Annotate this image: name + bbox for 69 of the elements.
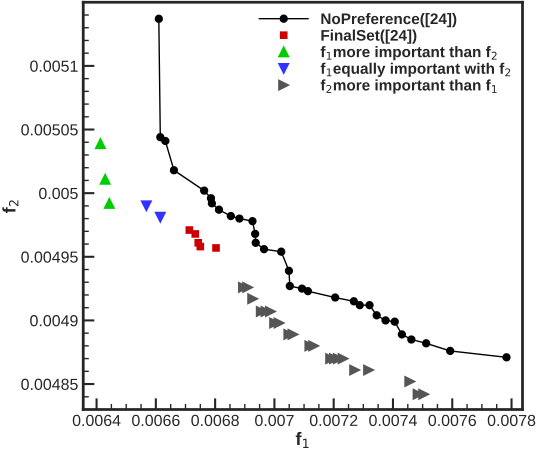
point	[390, 318, 399, 326]
point	[265, 306, 276, 318]
point	[308, 340, 320, 352]
point	[247, 293, 258, 304]
point	[235, 214, 244, 223]
x-tick-label: 0.0072	[310, 414, 358, 426]
x-axis-title: f$_{1}$	[296, 432, 309, 448]
point	[446, 346, 454, 356]
x-tick-label: 0.0076	[428, 414, 476, 426]
point	[242, 282, 254, 293]
point	[398, 330, 406, 339]
point	[94, 138, 106, 150]
y-tick-label: 0.005	[39, 188, 78, 200]
x-tick-label: 0.0068	[191, 414, 239, 426]
point	[381, 316, 390, 325]
legend-label: f$_{1}$more important than f$_{2}$	[320, 46, 497, 60]
point	[274, 317, 285, 329]
point	[331, 293, 340, 302]
point	[372, 311, 381, 320]
point	[154, 14, 163, 23]
point	[200, 186, 208, 195]
y-tick-label: 0.0049	[30, 315, 78, 326]
point	[186, 226, 194, 234]
point	[338, 353, 349, 364]
point	[350, 297, 358, 306]
point	[191, 230, 200, 238]
point	[365, 300, 374, 310]
x-tick-label: 0.007	[255, 414, 294, 426]
point	[208, 199, 216, 208]
x-tick-label: 0.0066	[132, 414, 180, 426]
point	[248, 216, 257, 226]
point	[422, 339, 430, 348]
y-tick-label: 0.0051	[30, 60, 78, 72]
point	[404, 376, 416, 388]
point	[418, 388, 430, 400]
point	[100, 174, 111, 185]
point	[252, 238, 260, 247]
y-tick-label: 0.00505	[21, 124, 78, 136]
point	[154, 212, 166, 223]
x-tick-label: 0.0064	[72, 414, 121, 426]
point	[212, 244, 220, 252]
point	[349, 364, 360, 376]
point	[304, 286, 312, 296]
point	[214, 206, 224, 214]
point	[286, 282, 294, 290]
point	[104, 198, 115, 209]
legend-label: NoPreference([24])	[321, 12, 456, 28]
point	[363, 364, 374, 376]
point	[170, 166, 178, 174]
point	[502, 353, 511, 362]
point	[161, 136, 170, 146]
legend-label: FinalSet([24])	[321, 30, 416, 44]
point	[284, 266, 294, 275]
point	[260, 244, 268, 254]
point	[356, 300, 364, 310]
point	[407, 335, 416, 344]
legend-label: f$_{1}$equally important with f$_{2}$	[320, 62, 510, 77]
point	[277, 248, 286, 256]
x-tick-label: 0.0078	[488, 414, 536, 426]
point	[288, 328, 299, 340]
y-tick-label: 0.00485	[21, 378, 78, 390]
y-tick-label: 0.00495	[21, 251, 78, 263]
point	[196, 242, 204, 250]
point	[250, 230, 260, 238]
point	[140, 200, 152, 212]
y-axis-title: f$_{2}$	[2, 200, 18, 213]
point	[226, 212, 236, 220]
x-tick-label: 0.0074	[369, 414, 417, 426]
legend-label: f$_{2}$more important than f$_{1}$	[320, 79, 497, 94]
